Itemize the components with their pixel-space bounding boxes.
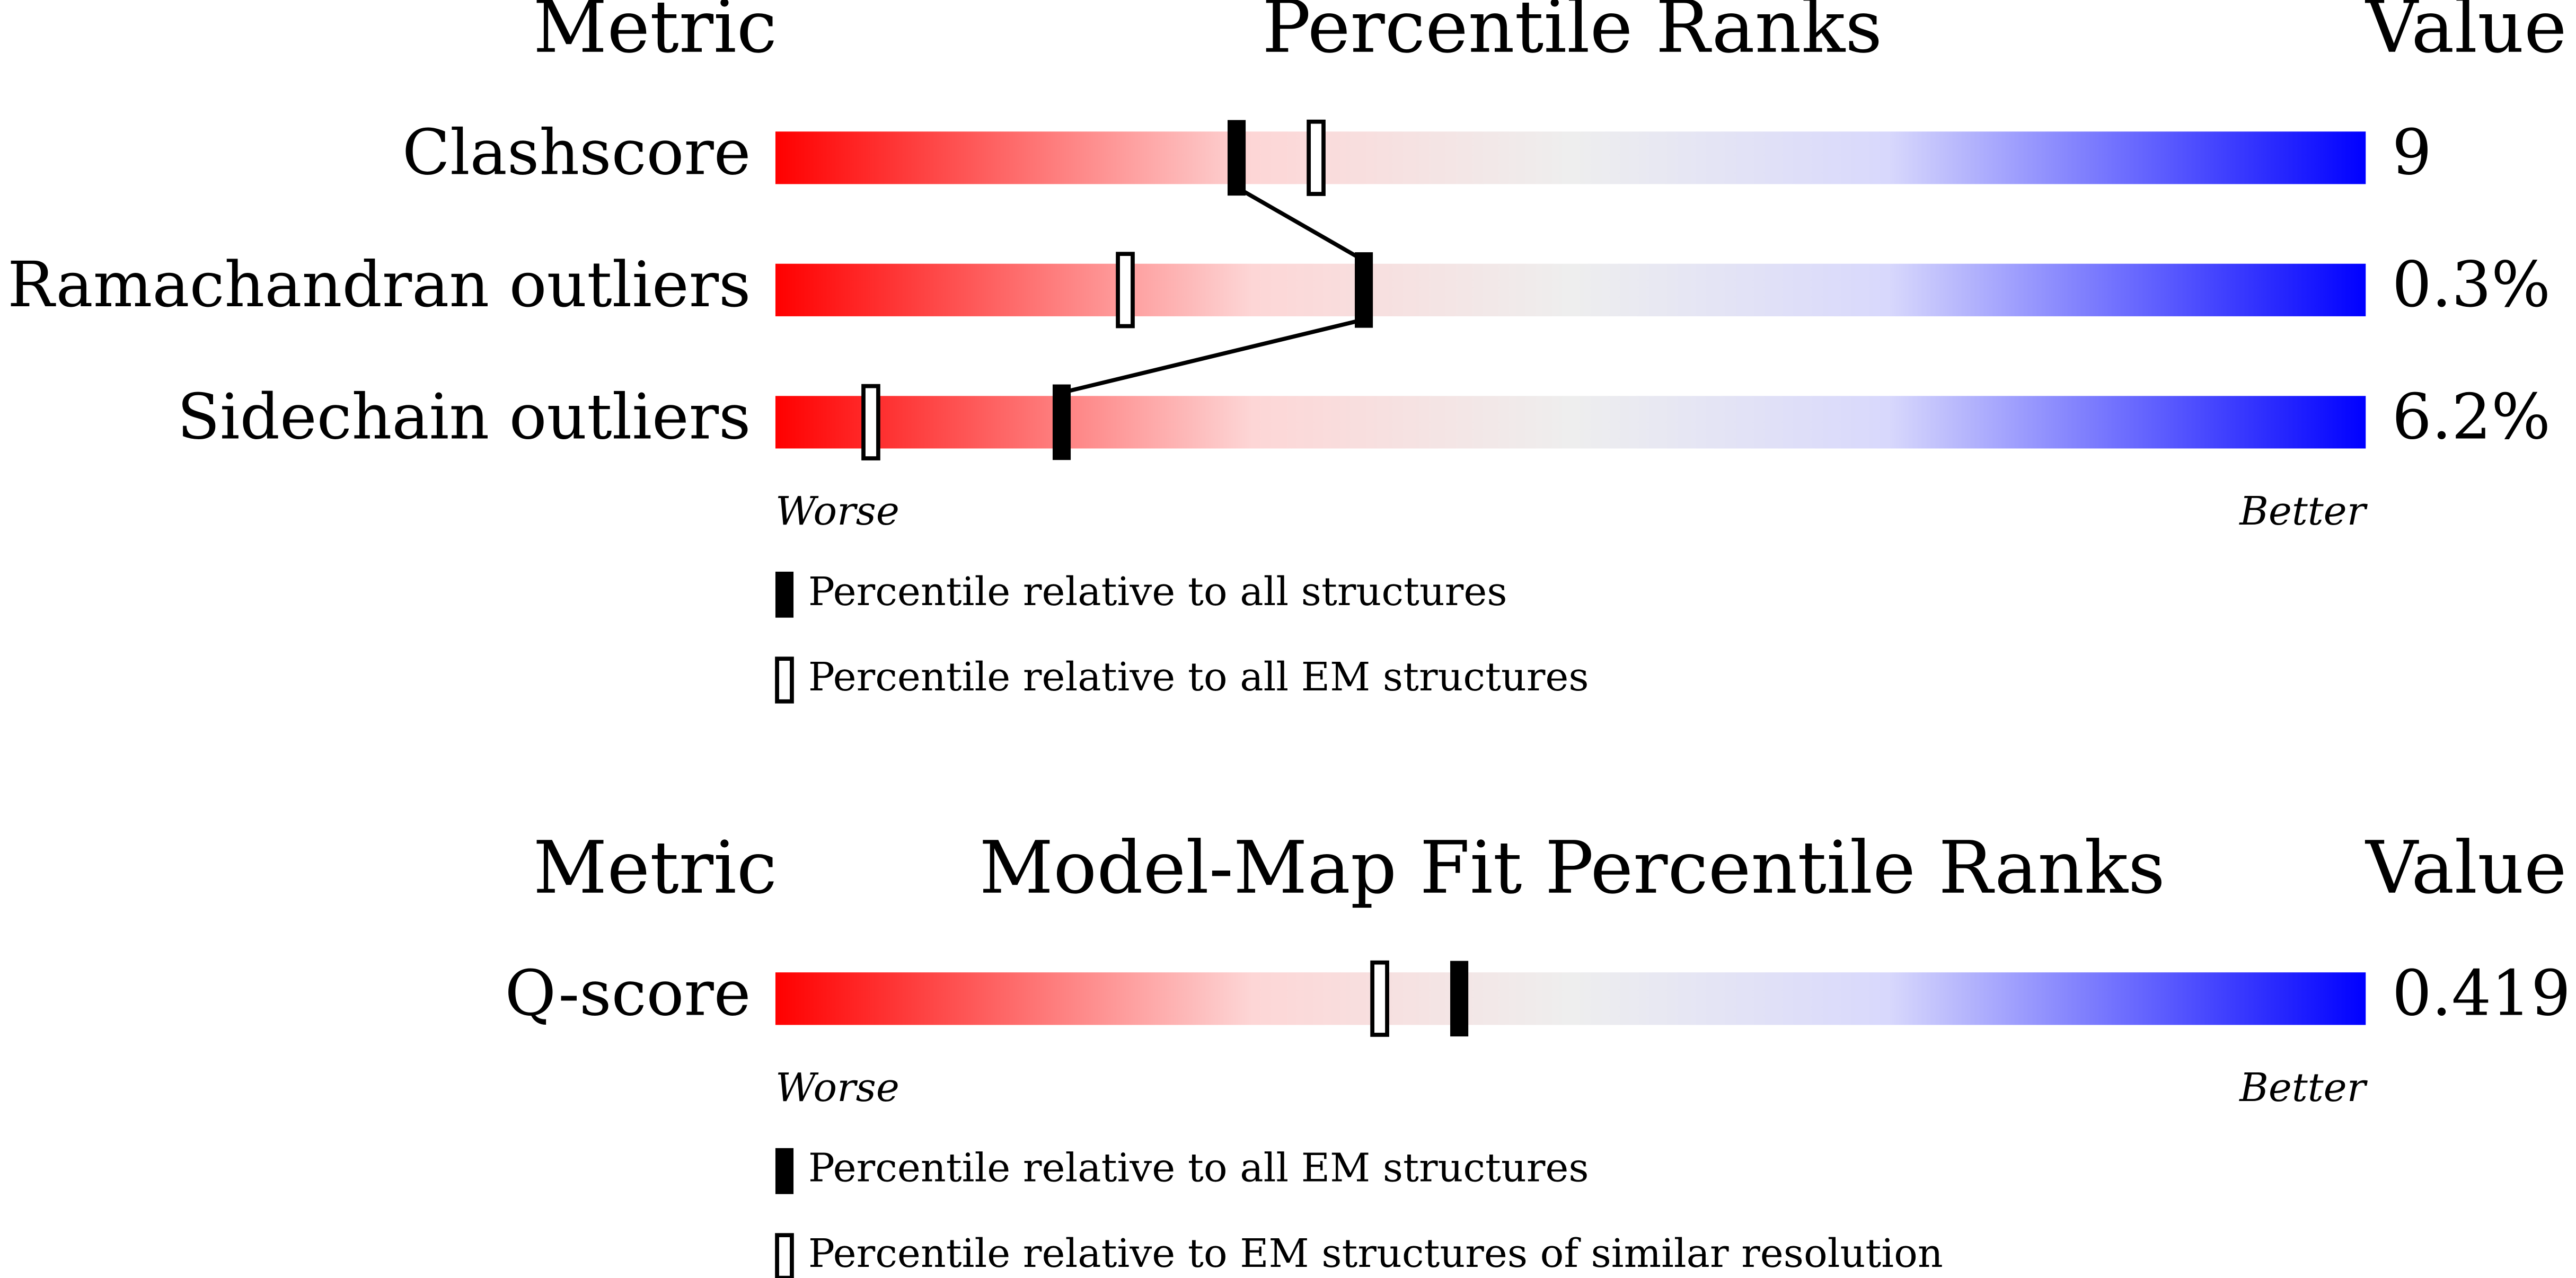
- value-header: Value: [2365, 826, 2566, 910]
- legend-swatch-open: [775, 656, 794, 704]
- metric-value: 6.2%: [2392, 380, 2551, 453]
- metric-label: Ramachandran outliers: [7, 248, 751, 321]
- better-label: Better: [2238, 488, 2368, 534]
- percentile-marker-open: [1116, 252, 1135, 329]
- legend-label: Percentile relative to all EM structures: [808, 1145, 1589, 1191]
- connector-line: [1061, 317, 1364, 395]
- percentile-marker-open: [1307, 119, 1326, 196]
- worse-label: Worse: [775, 488, 899, 534]
- percentile-marker-open: [861, 384, 880, 460]
- percentile-bar: [775, 972, 2366, 1025]
- metric-label: Q-score: [505, 957, 751, 1030]
- chart-title: Model-Map Fit Percentile Ranks: [980, 826, 2165, 910]
- legend-swatch-filled: [775, 1148, 794, 1194]
- metric-header: Metric: [533, 0, 777, 69]
- metric-label: Sidechain outliers: [177, 380, 751, 453]
- legend-swatch-open: [775, 1233, 794, 1278]
- percentile-bar: [775, 396, 2366, 449]
- chart-title: Percentile Ranks: [1262, 0, 1882, 69]
- metric-label: Clashscore: [402, 116, 751, 189]
- legend-swatch-filled: [775, 571, 794, 618]
- legend-label: Percentile relative to EM structures of …: [808, 1230, 1943, 1276]
- percentile-marker-filled: [1355, 252, 1373, 328]
- worse-label: Worse: [775, 1064, 899, 1111]
- percentile-bar: [775, 131, 2366, 184]
- percentile-marker-filled: [1450, 961, 1469, 1037]
- legend-label: Percentile relative to all structures: [808, 569, 1507, 615]
- metric-value: 9: [2392, 116, 2432, 189]
- metric-value: 0.3%: [2392, 248, 2551, 321]
- value-header: Value: [2365, 0, 2566, 69]
- percentile-marker-filled: [1052, 384, 1071, 460]
- connector-line: [1236, 185, 1365, 262]
- better-label: Better: [2238, 1064, 2368, 1111]
- metric-header: Metric: [533, 826, 777, 910]
- percentile-marker-filled: [1228, 120, 1246, 196]
- metric-value: 0.419: [2392, 957, 2571, 1030]
- percentile-bar: [775, 263, 2366, 316]
- percentile-marker-open: [1370, 960, 1389, 1037]
- legend-label: Percentile relative to all EM structures: [808, 654, 1589, 700]
